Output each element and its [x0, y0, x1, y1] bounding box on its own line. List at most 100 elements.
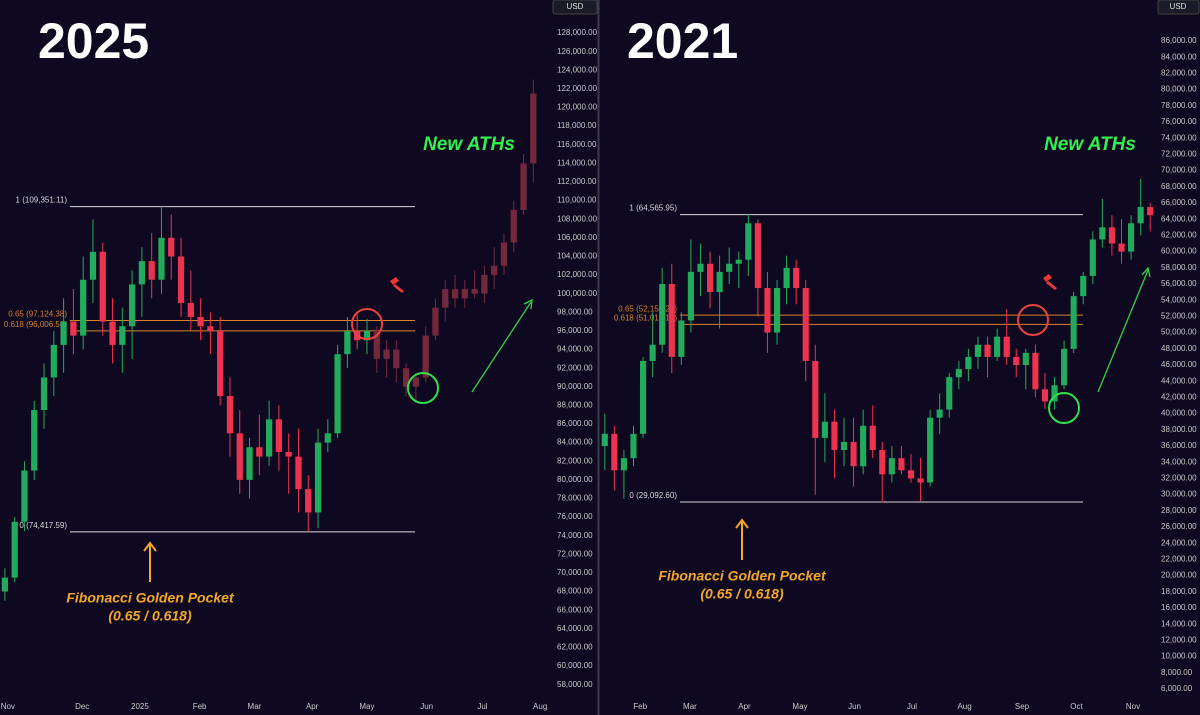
candle-body [927, 417, 934, 483]
candle-body [314, 442, 322, 513]
y-tick-label: 20,000.00 [1161, 571, 1197, 580]
candle-body [481, 275, 488, 294]
y-tick-label: 68,000.00 [557, 587, 593, 596]
y-tick-label: 30,000.00 [1161, 490, 1197, 499]
y-tick-label: 62,000.00 [557, 643, 593, 652]
y-tick-label: 36,000.00 [1161, 441, 1197, 450]
annotation: New ATHs [423, 134, 515, 155]
candle-body [754, 223, 761, 289]
y-tick-label: 46,000.00 [1161, 360, 1197, 369]
candle-body [168, 237, 175, 257]
candle-body [207, 326, 214, 331]
x-tick-label: May [792, 702, 807, 711]
y-tick-label: 114,000.00 [557, 158, 597, 167]
candle-body [109, 321, 116, 345]
y-tick-label: 112,000.00 [557, 177, 597, 186]
y-tick-label: 60,000.00 [557, 661, 593, 670]
annotation: Fibonacci Golden Pocket [658, 568, 827, 584]
candle-body [1108, 227, 1116, 244]
candle-body [630, 433, 637, 459]
candle-body [40, 377, 48, 411]
candle-body [659, 284, 666, 345]
x-tick-label: Mar [248, 702, 262, 711]
candle-body [639, 360, 647, 434]
x-tick-label: Dec [75, 702, 89, 711]
y-tick-label: 24,000.00 [1161, 538, 1197, 547]
x-tick-label: Nov [1, 702, 15, 711]
candle-body [1051, 385, 1058, 402]
candle-body [412, 377, 420, 387]
candle-body [236, 433, 243, 480]
y-tick-label: 78,000.00 [1161, 101, 1197, 110]
y-tick-label: 68,000.00 [1161, 182, 1197, 191]
y-tick-label: 60,000.00 [1161, 247, 1197, 256]
candle-body [442, 289, 449, 308]
hammer-icon [390, 277, 404, 293]
y-tick-label: 76,000.00 [557, 512, 593, 521]
y-tick-label: 88,000.00 [557, 400, 593, 409]
candle-body [217, 330, 224, 397]
candle-body [461, 289, 468, 299]
candle-body [793, 267, 800, 289]
candle-body [383, 349, 390, 359]
y-tick-label: 22,000.00 [1161, 555, 1197, 564]
y-tick-label: 126,000.00 [557, 47, 598, 56]
candle-body [21, 470, 28, 522]
y-tick-label: 120,000.00 [557, 103, 598, 112]
candle-body [373, 330, 380, 359]
candle-body [879, 450, 886, 475]
candle-body [89, 251, 97, 280]
candle-body [324, 433, 331, 443]
candle-body [187, 302, 194, 317]
y-tick-label: 28,000.00 [1161, 506, 1197, 515]
arrow-head [1141, 266, 1151, 278]
candle-body [1147, 207, 1154, 216]
candle-body [510, 209, 517, 243]
y-tick-label: 44,000.00 [1161, 376, 1197, 385]
y-tick-label: 74,000.00 [557, 531, 593, 540]
candle-body [422, 335, 429, 378]
y-tick-label: 8,000.00 [1161, 668, 1193, 677]
candle-body [860, 425, 867, 467]
red-circle [351, 308, 383, 340]
y-tick-label: 116,000.00 [557, 140, 597, 149]
candle-body [520, 163, 527, 210]
x-tick-label: Mar [683, 702, 697, 711]
y-tick-label: 106,000.00 [557, 233, 598, 242]
candle-body [363, 330, 371, 341]
candle-body [1061, 348, 1068, 386]
candle-body [917, 478, 924, 483]
y-tick-label: 58,000.00 [557, 680, 593, 689]
fib-label: 0 (29,092.60) [629, 491, 677, 500]
candle-body [305, 489, 312, 513]
y-tick-label: 110,000.00 [557, 196, 597, 205]
y-tick-label: 70,000.00 [1161, 166, 1197, 175]
candle-body [31, 410, 38, 471]
candle-body [649, 344, 656, 361]
candle-body [138, 261, 146, 285]
candle-body [773, 288, 781, 333]
x-tick-label: Feb [633, 702, 647, 711]
candle-body [840, 441, 848, 451]
y-tick-label: 66,000.00 [557, 605, 593, 614]
fib-label: 1 (64,565.95) [629, 204, 677, 213]
candle-body [831, 421, 838, 451]
y-tick-label: 42,000.00 [1161, 393, 1197, 402]
candle-body [812, 360, 819, 438]
y-tick-label: 84,000.00 [1161, 52, 1197, 61]
currency-box [1157, 0, 1200, 15]
y-tick-label: 118,000.00 [557, 121, 597, 130]
candle-body [265, 419, 273, 457]
y-tick-label: 96,000.00 [557, 326, 593, 335]
y-tick-label: 50,000.00 [1161, 328, 1197, 337]
candle-body [745, 223, 752, 260]
fib-label: 0.65 (97,124.38) [8, 310, 67, 319]
candle-body [1128, 223, 1135, 252]
y-tick-label: 64,000.00 [1161, 214, 1197, 223]
y-tick-label: 10,000.00 [1161, 652, 1197, 661]
candle-body [974, 344, 982, 357]
y-tick-label: 80,000.00 [1161, 85, 1197, 94]
candle-body [716, 271, 723, 293]
arrow-head [523, 298, 533, 310]
